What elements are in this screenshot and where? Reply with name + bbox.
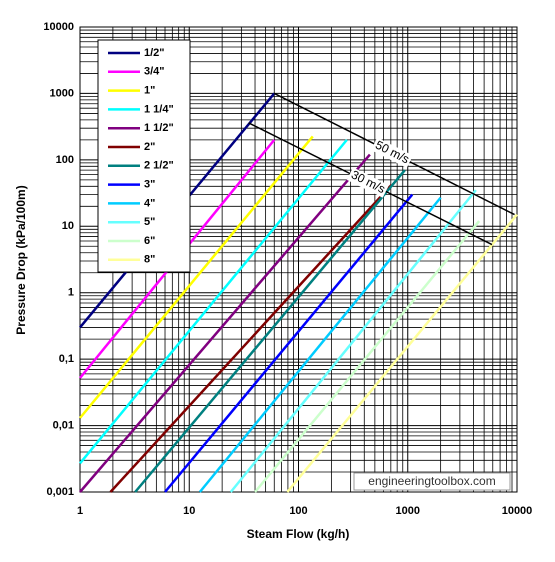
legend-label: 6"	[144, 235, 155, 247]
legend-label: 1/2"	[144, 47, 165, 59]
series-line	[79, 139, 348, 465]
y-tick-label: 10	[62, 220, 74, 232]
x-tick-label: 1000	[396, 505, 420, 517]
legend-label: 8"	[144, 254, 155, 266]
y-tick-label: 1000	[50, 87, 74, 99]
y-tick-label: 0,1	[59, 353, 74, 365]
series-line	[198, 196, 442, 493]
legend-label: 2 1/2"	[144, 160, 174, 172]
x-tick-label: 100	[289, 505, 307, 517]
series-line	[79, 135, 314, 419]
watermark-box	[353, 472, 511, 491]
legend-label: 4"	[144, 197, 155, 209]
series-line	[109, 184, 393, 493]
series-line	[164, 193, 414, 493]
x-axis-label: Steam Flow (kg/h)	[247, 527, 350, 541]
legend-box	[97, 39, 191, 273]
series-line	[229, 189, 477, 493]
y-tick-label: 100	[56, 154, 74, 166]
y-tick-label: 0,01	[53, 419, 74, 431]
series-line	[79, 153, 371, 493]
legend-label: 1 1/2"	[144, 122, 174, 134]
legend-label: 3"	[144, 179, 155, 191]
y-axis-label: Pressure Drop (kPa/100m)	[14, 185, 28, 334]
legend-label: 2"	[144, 141, 155, 153]
series-line	[286, 213, 518, 493]
series-line	[134, 169, 406, 493]
x-tick-label: 1	[77, 505, 83, 517]
legend-label: 1 1/4"	[144, 103, 174, 115]
annotation-bg	[371, 137, 414, 169]
watermark: engineeringtoolbox.com	[368, 474, 495, 488]
y-tick-label: 0,001	[46, 486, 74, 498]
y-tick-label: 1	[68, 287, 74, 299]
legend-label: 3/4"	[144, 66, 165, 78]
x-tick-label: 10	[183, 505, 195, 517]
x-tick-label: 10000	[502, 505, 533, 517]
legend-label: 5"	[144, 216, 155, 228]
legend-label: 1"	[144, 85, 155, 97]
annotation-bg	[346, 167, 389, 198]
plot-border	[79, 26, 518, 493]
series-line	[254, 220, 481, 493]
y-tick-label: 10000	[43, 21, 74, 33]
